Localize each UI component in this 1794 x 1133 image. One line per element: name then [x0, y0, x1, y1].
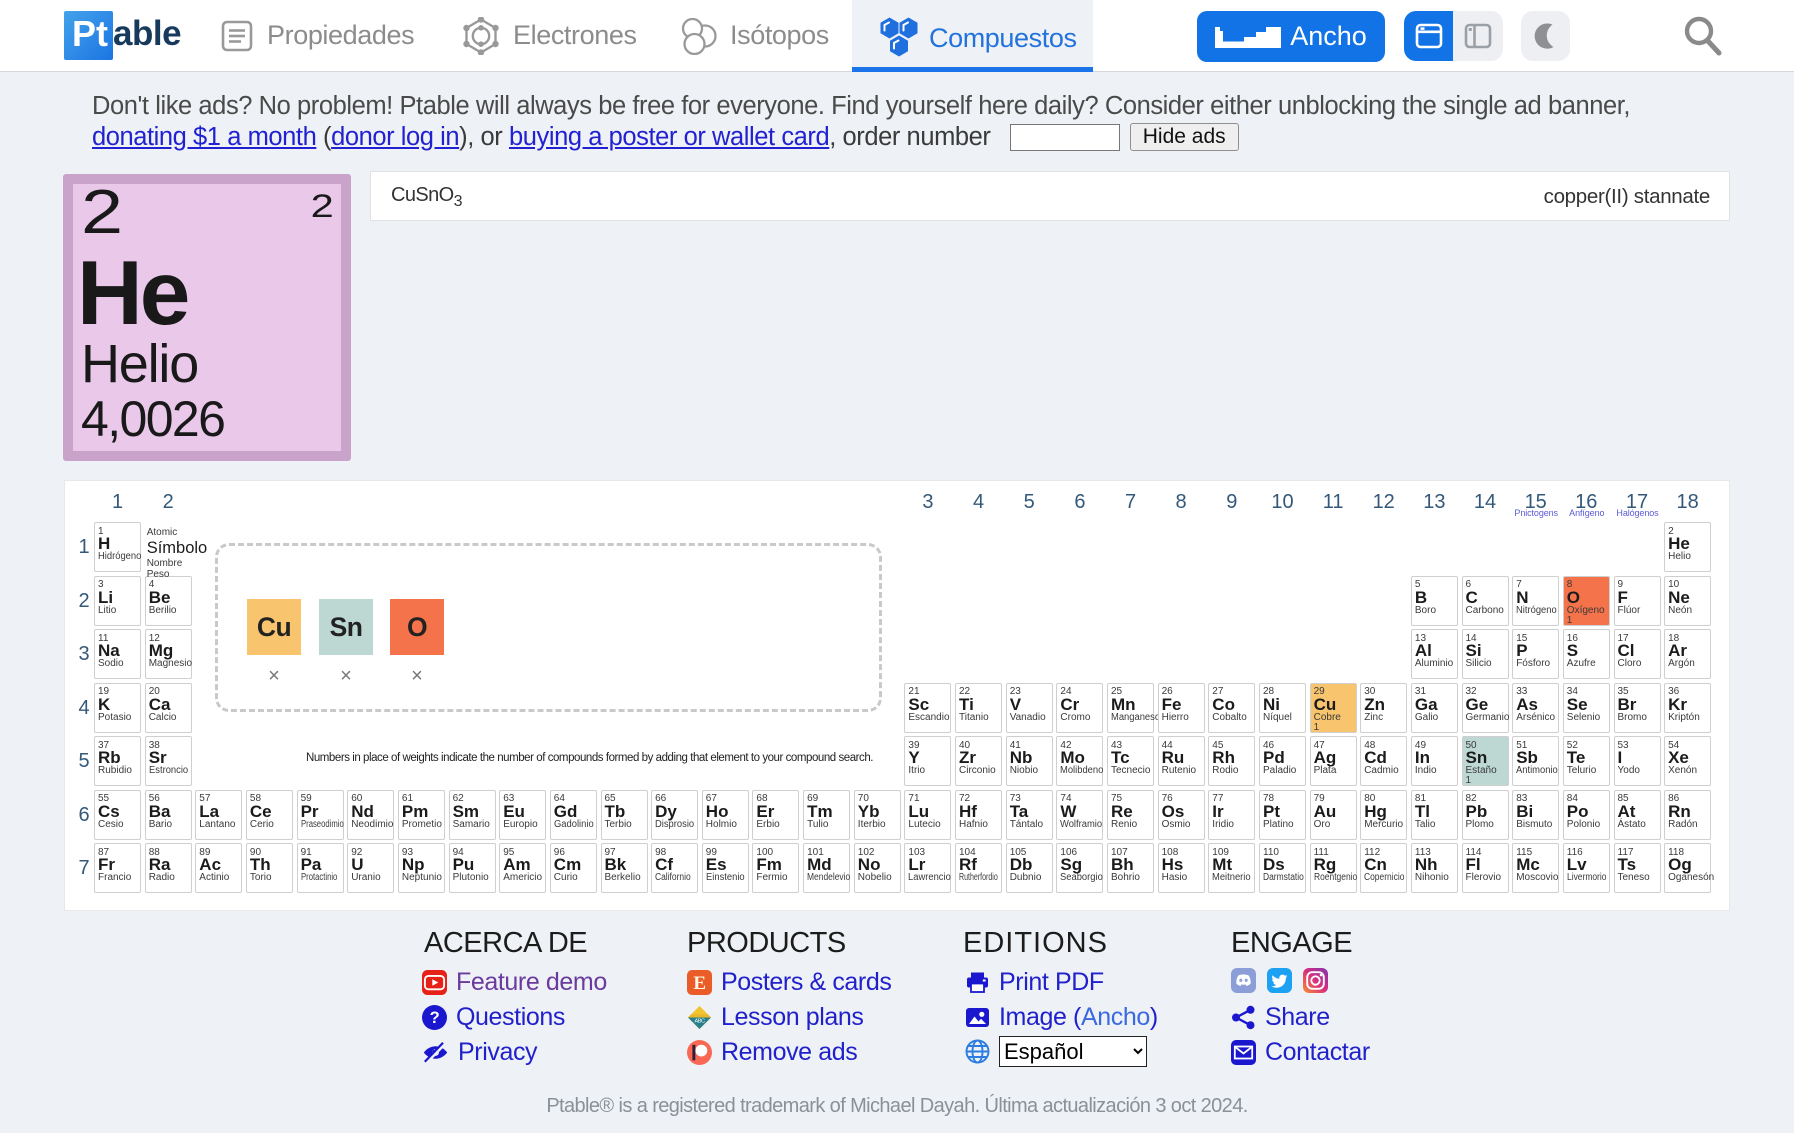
svg-text:?: ? — [430, 1009, 440, 1027]
svg-text:ABC: ABC — [694, 1019, 705, 1025]
svg-text:E: E — [693, 973, 705, 994]
